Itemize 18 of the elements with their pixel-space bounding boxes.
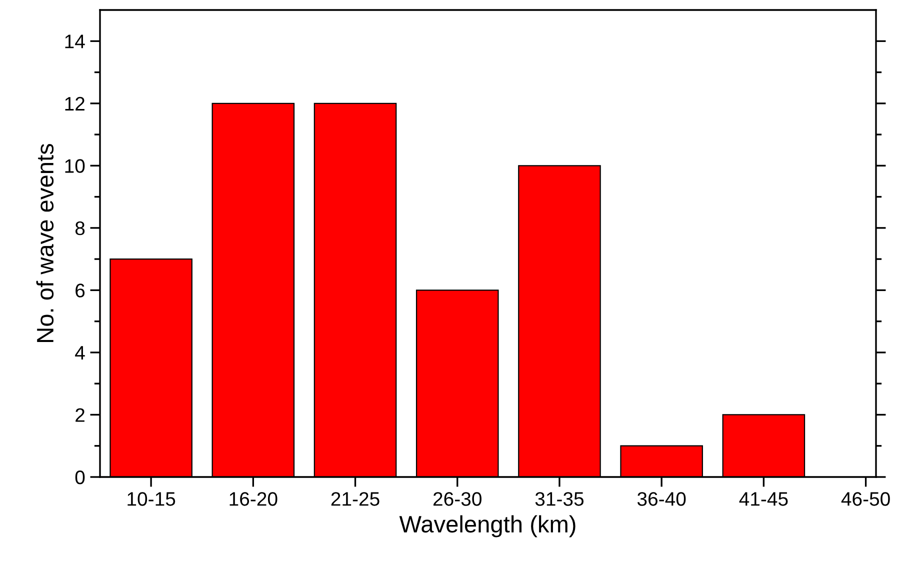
x-axis-title: Wavelength (km) (399, 515, 576, 538)
x-tick-label: 26-30 (433, 492, 482, 506)
y-tick-label: 10 (65, 159, 85, 173)
x-tick-label: 46-50 (841, 492, 890, 506)
y-tick-label: 2 (76, 408, 84, 422)
x-tick-label: 31-35 (535, 492, 584, 506)
x-tick-label: 16-20 (230, 492, 278, 506)
y-tick-label: 0 (75, 470, 85, 484)
x-tick-label: 36-40 (637, 492, 686, 506)
x-tick-label: 21-25 (331, 492, 380, 506)
y-tick-label: 4 (75, 346, 85, 360)
y-tick-label: 8 (75, 221, 85, 236)
y-tick-label: 6 (76, 284, 85, 298)
y-tick-label: 12 (65, 96, 84, 110)
x-tick-label: 41-45 (739, 492, 788, 506)
y-axis-title: No. of wave events (36, 144, 54, 342)
y-tick-label: 14 (65, 34, 85, 48)
x-tick-label: 10-15 (128, 492, 176, 506)
